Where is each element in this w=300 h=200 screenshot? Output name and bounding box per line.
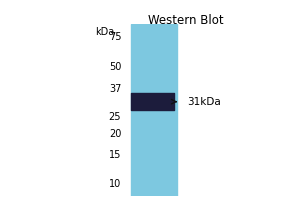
Text: 20: 20	[109, 129, 121, 139]
Text: 25: 25	[109, 112, 121, 122]
Text: 10: 10	[109, 179, 121, 189]
Text: 37: 37	[109, 84, 121, 94]
Bar	[131, 24, 177, 196]
Text: kDa: kDa	[95, 27, 114, 37]
Text: 15: 15	[109, 150, 121, 160]
Text: 50: 50	[109, 62, 121, 72]
Text: 31kDa: 31kDa	[188, 97, 221, 107]
Text: Western Blot: Western Blot	[148, 14, 224, 27]
Text: 75: 75	[109, 32, 121, 42]
